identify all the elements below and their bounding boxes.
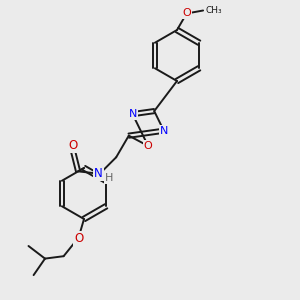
Text: N: N: [160, 126, 168, 136]
Text: O: O: [182, 8, 191, 19]
Text: CH₃: CH₃: [206, 6, 222, 15]
Text: O: O: [144, 141, 152, 151]
Text: N: N: [94, 167, 103, 180]
Text: O: O: [68, 139, 77, 152]
Text: N: N: [128, 109, 137, 119]
Text: O: O: [74, 232, 83, 245]
Text: H: H: [104, 173, 113, 183]
